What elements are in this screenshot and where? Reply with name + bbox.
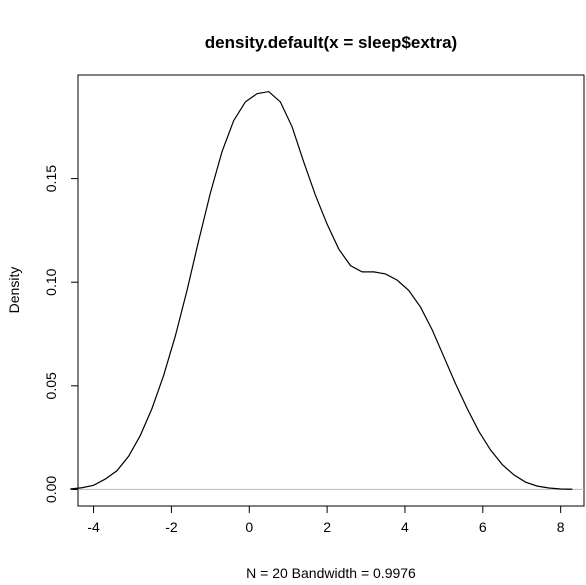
- y-tick-label: 0.00: [43, 476, 59, 503]
- x-tick-label: 2: [323, 519, 331, 535]
- y-axis: 0.00 0.05 0.10 0.15: [43, 165, 79, 503]
- density-curve: [70, 90, 573, 490]
- x-tick-label: 8: [557, 519, 565, 535]
- x-tick-label: 0: [245, 519, 253, 535]
- x-tick-label: 4: [401, 519, 409, 535]
- x-tick-label: -2: [165, 519, 178, 535]
- y-tick-label: 0.05: [43, 372, 59, 399]
- plot-frame: [77, 74, 585, 507]
- y-axis-label: Density: [6, 267, 22, 314]
- y-tick-label: 0.15: [43, 165, 59, 192]
- x-axis: -4 -2 0 2 4 6 8: [87, 505, 565, 535]
- x-tick-label: -4: [87, 519, 100, 535]
- x-axis-label: N = 20 Bandwidth = 0.9976: [246, 565, 416, 581]
- chart-title: density.default(x = sleep$extra): [205, 33, 457, 52]
- y-tick-label: 0.10: [43, 268, 59, 295]
- x-tick-label: 6: [479, 519, 487, 535]
